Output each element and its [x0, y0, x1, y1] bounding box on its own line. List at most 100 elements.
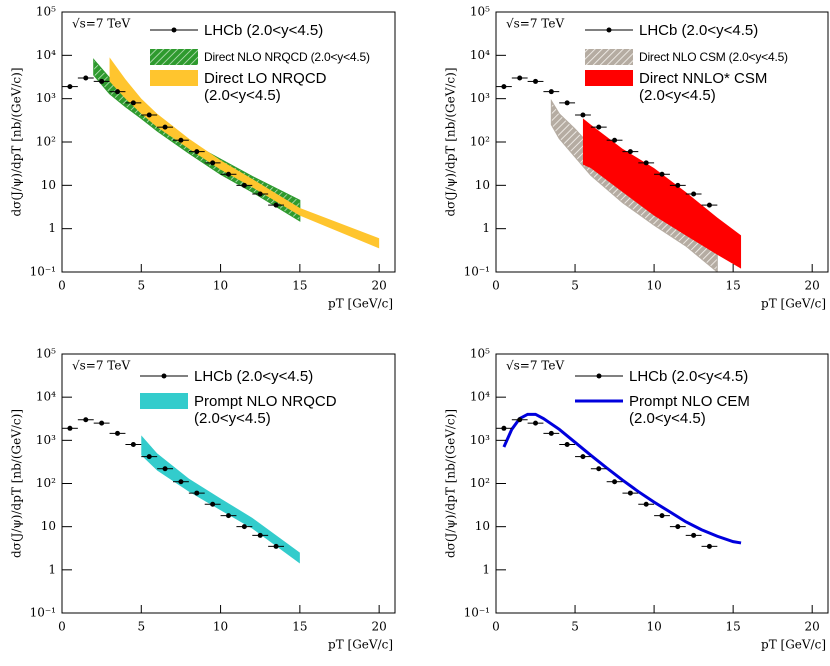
- y-tick-label: 1: [48, 562, 56, 576]
- data-point: [115, 89, 120, 95]
- x-tick-label: 15: [292, 620, 307, 634]
- x-tick-label: 20: [805, 279, 820, 293]
- plot-area: [496, 75, 742, 272]
- data-point: [99, 420, 105, 426]
- data-point: [257, 532, 263, 538]
- legend-label: LHCb (2.0<y<4.5): [194, 368, 314, 385]
- band: [141, 435, 300, 564]
- legend-key: [150, 70, 198, 86]
- y-tick-label: 10: [41, 519, 56, 533]
- data-point: [241, 182, 247, 188]
- data-point: [67, 425, 73, 431]
- y-tick-label: 10⁵: [36, 5, 56, 19]
- data-point: [533, 78, 539, 84]
- x-tick-label: 10: [213, 279, 228, 293]
- data-point: [162, 466, 168, 472]
- data-point: [659, 513, 665, 519]
- plot-area: [62, 417, 300, 564]
- y-tick-label: 10²: [36, 135, 56, 149]
- data-point: [257, 191, 263, 197]
- x-tick-label: 5: [571, 620, 579, 634]
- legend-key: [585, 49, 633, 65]
- data-point: [706, 543, 712, 549]
- y-tick-label: 10⁴: [36, 390, 56, 404]
- legend-label: Direct NLO NRQCD (2.0<y<4.5): [204, 50, 370, 64]
- data-point: [548, 89, 554, 95]
- data-point: [596, 466, 602, 472]
- x-tick-label: 5: [137, 279, 145, 293]
- data-point: [691, 191, 697, 197]
- data-point: [194, 490, 200, 496]
- legend-key: [585, 70, 633, 86]
- x-tick-label: 10: [646, 620, 661, 634]
- data-point: [178, 479, 184, 485]
- y-tick-label: 10: [475, 519, 490, 533]
- data-point: [501, 84, 507, 90]
- y-tick-label: 10²: [470, 476, 490, 490]
- data-point: [517, 75, 523, 81]
- data-point: [146, 112, 152, 118]
- legend-label: Prompt NLO CEM (2.0<y<4.5): [629, 393, 750, 427]
- x-tick-label: 0: [492, 620, 500, 634]
- data-point: [675, 524, 681, 530]
- annotation: √s=7 TeV: [506, 359, 564, 373]
- data-point: [226, 513, 231, 519]
- y-tick-label: 10⁻¹: [30, 606, 56, 620]
- data-point: [612, 479, 618, 485]
- data-point: [659, 171, 665, 177]
- y-tick-label: 10⁴: [470, 48, 490, 62]
- y-tick-label: 1: [482, 221, 490, 235]
- data-point: [210, 160, 216, 166]
- y-tick-label: 10⁴: [36, 48, 56, 62]
- data-point: [194, 149, 200, 155]
- data-point: [517, 417, 523, 423]
- y-axis-title: dσ(J/ψ)/dpT [nb/(GeV/c)]: [444, 67, 458, 216]
- data-point: [564, 100, 570, 106]
- legend-label: Direct LO NRQCD (2.0<y<4.5): [204, 70, 327, 104]
- plot-area: [496, 412, 742, 549]
- data-point: [273, 202, 279, 208]
- data-point: [210, 501, 216, 507]
- y-tick-label: 10³: [470, 91, 490, 105]
- x-tick-label: 20: [372, 620, 387, 634]
- data-point: [83, 75, 89, 81]
- data-point: [596, 124, 602, 130]
- y-tick-label: 10: [475, 178, 490, 192]
- data-point: [643, 160, 649, 166]
- legend-key: [140, 393, 188, 409]
- y-tick-label: 10⁵: [470, 5, 490, 19]
- x-tick-label: 15: [292, 279, 307, 293]
- x-axis-title: pT [GeV/c]: [761, 297, 826, 311]
- y-tick-label: 10: [41, 178, 56, 192]
- annotation: √s=7 TeV: [72, 359, 130, 373]
- data-point: [241, 524, 247, 530]
- y-tick-label: 10³: [470, 433, 490, 447]
- y-tick-label: 10³: [36, 91, 56, 105]
- y-tick-label: 10⁵: [470, 347, 490, 361]
- y-tick-label: 10⁻¹: [464, 265, 490, 279]
- x-tick-label: 5: [571, 279, 579, 293]
- data-point: [130, 442, 136, 448]
- data-point: [533, 420, 539, 426]
- data-point: [130, 100, 136, 106]
- x-tick-label: 20: [372, 279, 387, 293]
- y-axis-title: dσ(J/ψ)/dpT [nb/(GeV/c)]: [10, 67, 24, 216]
- x-tick-label: 10: [646, 279, 661, 293]
- plot-area: [62, 57, 380, 249]
- data-point: [178, 137, 184, 143]
- legend-key: [161, 373, 167, 379]
- x-tick-label: 5: [137, 620, 145, 634]
- y-tick-label: 10³: [36, 433, 56, 447]
- y-tick-label: 1: [48, 221, 56, 235]
- data-point: [548, 430, 554, 436]
- annotation: √s=7 TeV: [72, 17, 130, 31]
- band: [582, 118, 742, 269]
- legend-key: [606, 27, 612, 33]
- y-tick-label: 10⁵: [36, 347, 56, 361]
- data-point: [643, 501, 649, 507]
- x-tick-label: 0: [58, 279, 66, 293]
- data-point: [115, 430, 120, 436]
- y-axis-title: dσ(J/ψ)/dpT [nb/(GeV/c)]: [444, 409, 458, 558]
